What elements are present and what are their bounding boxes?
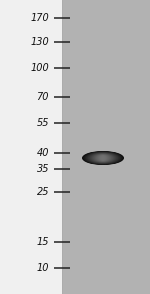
Ellipse shape <box>96 154 110 162</box>
Ellipse shape <box>89 153 117 163</box>
Ellipse shape <box>83 151 123 165</box>
Text: 25: 25 <box>36 187 49 197</box>
Ellipse shape <box>94 154 112 162</box>
Text: 40: 40 <box>36 148 49 158</box>
Ellipse shape <box>84 151 122 165</box>
Text: 55: 55 <box>36 118 49 128</box>
Text: 170: 170 <box>30 13 49 23</box>
Ellipse shape <box>101 156 105 161</box>
Ellipse shape <box>90 153 116 163</box>
Ellipse shape <box>86 152 120 164</box>
Ellipse shape <box>95 154 111 162</box>
Ellipse shape <box>99 155 107 161</box>
Text: 15: 15 <box>36 237 49 247</box>
Ellipse shape <box>100 155 106 161</box>
Ellipse shape <box>97 154 109 162</box>
Text: 35: 35 <box>36 164 49 174</box>
Ellipse shape <box>98 155 108 161</box>
Ellipse shape <box>87 152 119 164</box>
Bar <box>62 0 150 294</box>
Ellipse shape <box>93 153 114 163</box>
Text: 70: 70 <box>36 92 49 102</box>
Text: 100: 100 <box>30 63 49 73</box>
Text: 130: 130 <box>30 37 49 47</box>
Ellipse shape <box>85 152 121 164</box>
Bar <box>0 0 62 294</box>
Ellipse shape <box>82 151 124 165</box>
Text: 10: 10 <box>36 263 49 273</box>
Ellipse shape <box>92 153 115 163</box>
Ellipse shape <box>88 153 118 163</box>
